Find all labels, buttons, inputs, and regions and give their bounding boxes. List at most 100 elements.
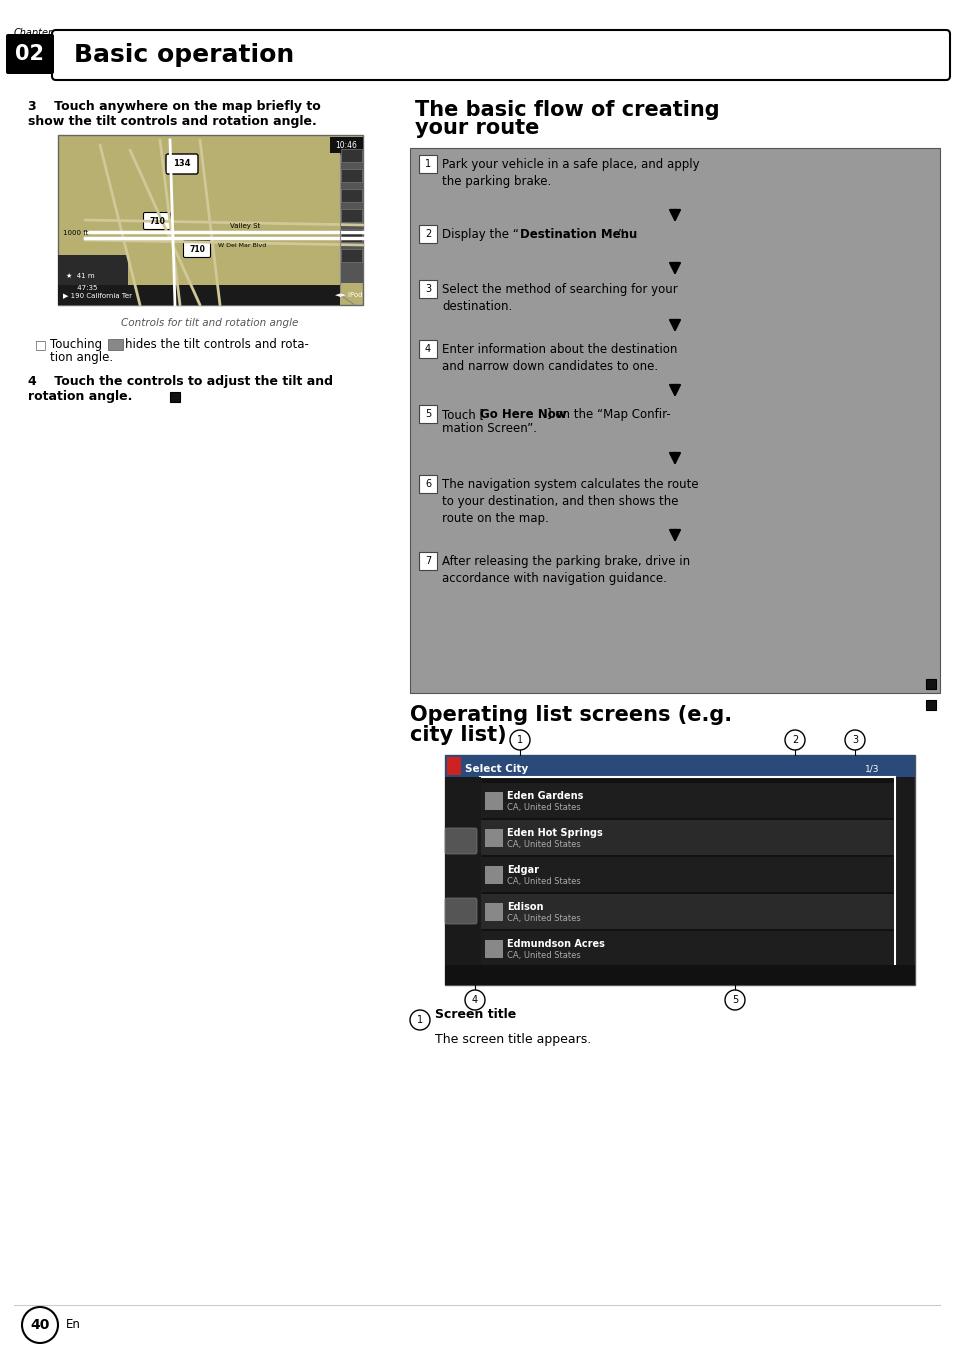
FancyBboxPatch shape xyxy=(444,898,476,923)
Text: 4: 4 xyxy=(472,995,477,1005)
Bar xyxy=(925,679,935,690)
FancyBboxPatch shape xyxy=(418,475,436,493)
Text: 1000 ft: 1000 ft xyxy=(63,230,89,237)
Circle shape xyxy=(724,990,744,1010)
Text: 7: 7 xyxy=(424,556,431,566)
Circle shape xyxy=(22,1307,58,1343)
Text: 3    Touch anywhere on the map briefly to: 3 Touch anywhere on the map briefly to xyxy=(28,100,320,114)
Bar xyxy=(479,777,894,965)
Bar xyxy=(484,903,502,921)
Text: Basic operation: Basic operation xyxy=(74,43,294,68)
FancyBboxPatch shape xyxy=(52,30,949,80)
Text: Eden Gardens: Eden Gardens xyxy=(506,791,583,800)
Text: 4    Touch the controls to adjust the tilt and: 4 Touch the controls to adjust the tilt … xyxy=(28,375,333,388)
Bar xyxy=(444,777,480,965)
Bar xyxy=(447,757,460,775)
Text: Chapter: Chapter xyxy=(14,28,53,38)
Bar xyxy=(339,153,363,283)
Text: Park your vehicle in a safe place, and apply
the parking brake.: Park your vehicle in a safe place, and a… xyxy=(441,158,699,188)
Bar xyxy=(480,821,893,854)
Text: ”.: ”. xyxy=(618,228,627,241)
Text: show the tilt controls and rotation angle.: show the tilt controls and rotation angl… xyxy=(28,115,316,128)
Text: city list): city list) xyxy=(410,725,506,745)
Bar xyxy=(410,147,939,694)
Text: hides the tilt controls and rota-: hides the tilt controls and rota- xyxy=(125,338,309,352)
Text: Edison: Edison xyxy=(506,902,543,913)
FancyBboxPatch shape xyxy=(418,406,436,423)
Bar xyxy=(340,228,361,242)
Circle shape xyxy=(410,1010,430,1030)
Text: Operating list screens (e.g.: Operating list screens (e.g. xyxy=(410,704,731,725)
Text: 1: 1 xyxy=(424,160,431,169)
Text: Enter information about the destination
and narrow down candidates to one.: Enter information about the destination … xyxy=(441,343,677,373)
Text: ] on the “Map Confir-: ] on the “Map Confir- xyxy=(546,408,670,420)
Text: 02: 02 xyxy=(15,45,45,64)
FancyBboxPatch shape xyxy=(444,827,476,854)
Bar xyxy=(58,256,128,285)
Bar xyxy=(444,754,914,986)
Bar xyxy=(58,135,363,306)
FancyBboxPatch shape xyxy=(143,212,171,230)
Text: ★  41 m: ★ 41 m xyxy=(66,273,94,279)
FancyBboxPatch shape xyxy=(418,339,436,358)
Bar xyxy=(330,137,363,153)
Text: 1/3: 1/3 xyxy=(864,764,879,773)
FancyBboxPatch shape xyxy=(418,224,436,243)
Bar xyxy=(170,392,180,402)
Bar xyxy=(340,149,361,162)
Text: Select the method of searching for your
destination.: Select the method of searching for your … xyxy=(441,283,677,314)
Text: CA, United States: CA, United States xyxy=(506,840,580,849)
Text: CA, United States: CA, United States xyxy=(506,803,580,813)
Text: 47:35: 47:35 xyxy=(66,285,97,291)
Text: Valley St: Valley St xyxy=(230,223,260,228)
Text: Edgar: Edgar xyxy=(506,865,538,875)
Text: 134: 134 xyxy=(173,160,191,169)
FancyBboxPatch shape xyxy=(418,280,436,297)
Text: □: □ xyxy=(35,338,47,352)
Bar xyxy=(480,783,893,818)
Bar xyxy=(340,189,361,201)
Bar xyxy=(58,135,363,306)
Text: Touch [: Touch [ xyxy=(441,408,483,420)
Text: CA, United States: CA, United States xyxy=(506,914,580,923)
Bar xyxy=(340,210,361,222)
Bar xyxy=(480,932,893,965)
Text: mation Screen”.: mation Screen”. xyxy=(441,422,537,435)
Text: 6: 6 xyxy=(424,479,431,489)
Text: ▶ 190 California Ter: ▶ 190 California Ter xyxy=(63,292,132,297)
Text: 40: 40 xyxy=(30,1318,50,1332)
Text: En: En xyxy=(66,1318,81,1332)
Text: 2: 2 xyxy=(791,735,798,745)
FancyBboxPatch shape xyxy=(166,154,198,174)
Text: 2: 2 xyxy=(424,228,431,239)
Text: After releasing the parking brake, drive in
accordance with navigation guidance.: After releasing the parking brake, drive… xyxy=(441,556,689,585)
Text: 3: 3 xyxy=(424,284,431,293)
Text: Screen title: Screen title xyxy=(435,1009,516,1022)
Bar xyxy=(480,894,893,929)
FancyBboxPatch shape xyxy=(418,155,436,173)
Text: Controls for tilt and rotation angle: Controls for tilt and rotation angle xyxy=(121,318,298,329)
Text: 5: 5 xyxy=(731,995,738,1005)
Bar xyxy=(340,169,361,183)
FancyBboxPatch shape xyxy=(418,552,436,571)
Text: Edmundson Acres: Edmundson Acres xyxy=(506,940,604,949)
Text: ◄► iPod: ◄► iPod xyxy=(335,292,362,297)
Text: 710: 710 xyxy=(189,245,205,254)
Text: The screen title appears.: The screen title appears. xyxy=(435,1033,591,1046)
Text: CA, United States: CA, United States xyxy=(506,950,580,960)
Bar xyxy=(484,867,502,884)
Bar xyxy=(925,700,935,710)
Text: 10:46: 10:46 xyxy=(335,141,356,150)
Circle shape xyxy=(844,730,864,750)
Circle shape xyxy=(464,990,484,1010)
Text: rotation angle.: rotation angle. xyxy=(28,389,132,403)
Text: 710: 710 xyxy=(149,216,165,226)
Text: Touching: Touching xyxy=(50,338,102,352)
Text: 4: 4 xyxy=(424,343,431,354)
Text: Destination Menu: Destination Menu xyxy=(519,228,637,241)
Bar xyxy=(444,754,914,777)
Bar xyxy=(484,792,502,810)
Text: 1: 1 xyxy=(416,1015,422,1025)
Text: tion angle.: tion angle. xyxy=(50,352,113,364)
Text: Go Here Now: Go Here Now xyxy=(479,408,566,420)
